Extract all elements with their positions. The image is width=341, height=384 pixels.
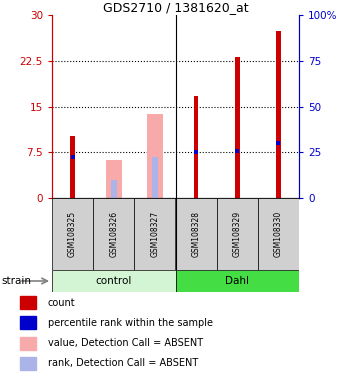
Text: value, Detection Call = ABSENT: value, Detection Call = ABSENT <box>48 338 203 348</box>
Text: GSM108327: GSM108327 <box>150 211 159 257</box>
Bar <box>93 198 134 270</box>
Text: count: count <box>48 298 75 308</box>
Bar <box>20 357 36 370</box>
Text: control: control <box>95 276 132 286</box>
Bar <box>20 336 36 350</box>
Bar <box>276 31 281 198</box>
Bar <box>52 198 93 270</box>
Text: GSM108330: GSM108330 <box>274 211 283 257</box>
Text: percentile rank within the sample: percentile rank within the sample <box>48 318 213 328</box>
Bar <box>134 198 176 270</box>
Bar <box>20 296 36 309</box>
Bar <box>20 316 36 329</box>
Text: GSM108328: GSM108328 <box>192 211 201 257</box>
Bar <box>106 160 122 198</box>
Text: Dahl: Dahl <box>225 276 249 286</box>
Bar <box>152 157 158 198</box>
Text: GSM108326: GSM108326 <box>109 211 118 257</box>
Bar <box>217 198 258 270</box>
Bar <box>176 270 299 292</box>
Text: GSM108329: GSM108329 <box>233 211 242 257</box>
Text: rank, Detection Call = ABSENT: rank, Detection Call = ABSENT <box>48 358 198 368</box>
Bar <box>111 180 117 198</box>
Bar <box>258 198 299 270</box>
Bar <box>194 96 198 198</box>
Text: GSM108325: GSM108325 <box>68 211 77 257</box>
Bar <box>176 198 217 270</box>
Bar <box>147 114 163 198</box>
Bar <box>235 57 239 198</box>
Title: GDS2710 / 1381620_at: GDS2710 / 1381620_at <box>103 1 248 14</box>
Text: strain: strain <box>2 276 32 286</box>
Bar <box>70 136 75 198</box>
Bar <box>52 270 176 292</box>
